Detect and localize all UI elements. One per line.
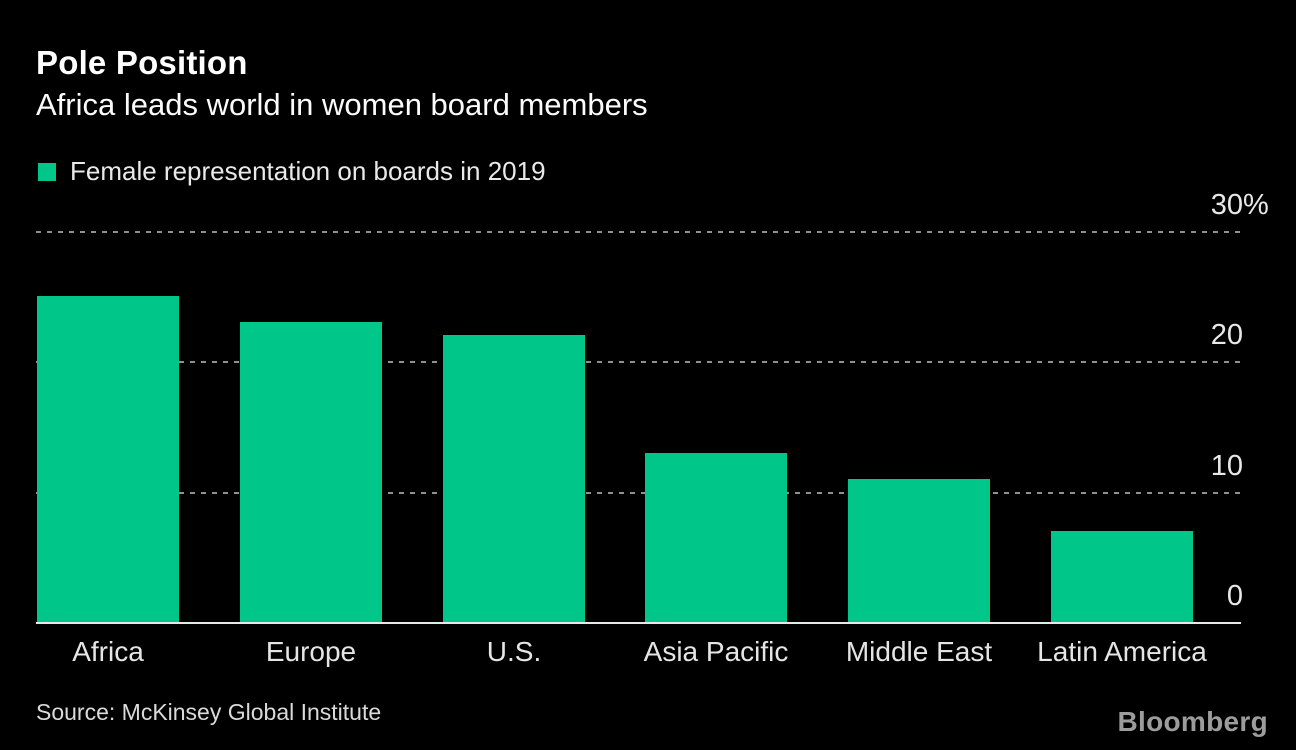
legend-label: Female representation on boards in 2019 xyxy=(70,156,546,186)
bar-latin-america xyxy=(1051,531,1193,622)
legend-swatch-icon xyxy=(38,162,56,181)
bar-middle-east xyxy=(848,479,990,622)
y-tick-label-0: 0 xyxy=(1226,580,1243,612)
y-tick-label-20: 20 xyxy=(1210,319,1243,351)
x-label-latin-america: Latin America xyxy=(1037,636,1207,667)
bloomberg-logo: Bloomberg xyxy=(1117,706,1268,737)
legend: Female representation on boards in 2019 xyxy=(38,156,546,187)
x-label-asia-pacific: Asia Pacific xyxy=(643,636,789,667)
x-label-africa: Africa xyxy=(72,636,144,667)
x-label-u-s: U.S. xyxy=(486,636,542,667)
gridline-30 xyxy=(36,231,1241,233)
x-label-europe: Europe xyxy=(265,636,357,667)
gridline-20 xyxy=(36,361,1241,363)
y-tick-label-10: 10 xyxy=(1210,450,1243,482)
x-label-middle-east: Middle East xyxy=(845,636,993,667)
chart-subtitle: Africa leads world in women board member… xyxy=(36,87,648,122)
source-note: Source: McKinsey Global Institute xyxy=(36,699,382,725)
bar-asia-pacific xyxy=(645,453,787,622)
percent-suffix: % xyxy=(1243,189,1269,221)
bar-africa xyxy=(37,296,179,622)
bar-europe xyxy=(240,322,382,622)
x-axis-line xyxy=(36,622,1241,624)
y-tick-label-30: 30% xyxy=(1210,189,1269,221)
gridline-10 xyxy=(36,492,1241,494)
chart-title: Pole Position xyxy=(36,44,248,81)
bar-u-s xyxy=(443,335,585,622)
